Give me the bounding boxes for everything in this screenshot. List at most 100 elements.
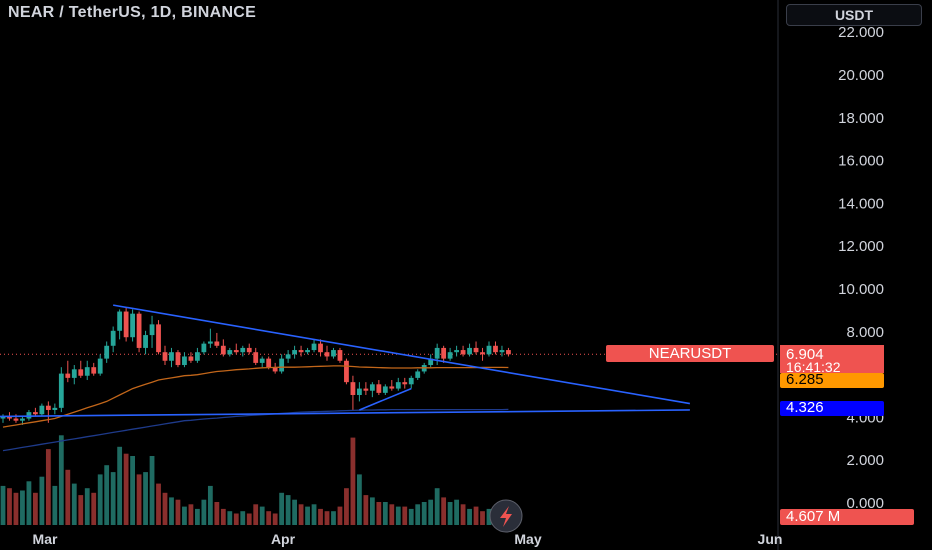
candle-body — [117, 311, 123, 331]
volume-bar — [408, 508, 414, 525]
volume-bar — [26, 481, 32, 525]
volume-bar — [357, 474, 362, 525]
candle-body — [33, 412, 38, 415]
candle-body — [369, 384, 375, 391]
candle-body — [0, 416, 6, 419]
volume-bar — [253, 504, 259, 525]
candle-body — [13, 418, 19, 421]
volume-bar — [84, 488, 90, 525]
y-tick-label: 10.000 — [838, 281, 884, 298]
candle-body — [344, 360, 349, 383]
volume-bar — [298, 504, 304, 525]
volume-bar — [201, 499, 207, 525]
trendline — [113, 304, 691, 405]
volume-bar — [182, 506, 187, 525]
volume-bar — [421, 502, 427, 525]
candle-body — [447, 352, 453, 359]
candle-body — [143, 335, 148, 348]
candle-body — [207, 341, 213, 344]
volume-label-bg — [780, 509, 914, 525]
y-tick-label: 12.000 — [838, 238, 884, 255]
volume-bar — [467, 508, 472, 525]
volume-bar — [292, 499, 297, 525]
candle-body — [285, 354, 291, 359]
symbol-label-bg — [606, 345, 774, 362]
volume-bar — [454, 499, 459, 525]
volume-bars — [0, 435, 511, 525]
volume-bar — [156, 483, 161, 525]
candle-body — [376, 384, 382, 393]
y-tick-label: 20.000 — [838, 67, 884, 84]
candle-body — [39, 405, 45, 415]
candle-body — [65, 373, 71, 378]
volume-bar — [434, 488, 440, 525]
candle-body — [78, 369, 84, 376]
volume-bar — [58, 435, 64, 525]
volume-bar — [447, 502, 453, 525]
y-tick-label: 16.000 — [838, 153, 884, 170]
volume-bar — [169, 497, 174, 525]
candle-body — [227, 350, 233, 355]
candle-body — [26, 412, 32, 419]
volume-bar — [45, 449, 51, 525]
candle-body — [156, 324, 161, 353]
last-price-value: 6.904 — [786, 346, 824, 363]
candle-body — [149, 324, 155, 336]
candle-body — [318, 343, 323, 353]
candle-body — [240, 347, 246, 353]
symbol-label: NEARUSDT — [649, 345, 732, 362]
volume-bar — [350, 437, 356, 525]
candle-body — [71, 369, 77, 378]
candle-body — [182, 356, 187, 366]
candle-body — [441, 347, 447, 359]
volume-bar — [13, 492, 19, 525]
y-tick-label: 18.000 — [838, 110, 884, 127]
volume-bar — [175, 499, 181, 525]
ma-value-label: 6.285 — [786, 371, 824, 388]
candle-body — [292, 350, 297, 355]
currency-button[interactable]: USDT — [786, 4, 922, 26]
candle-body — [136, 313, 142, 348]
volume-bar — [33, 492, 38, 525]
candle-body — [97, 358, 103, 374]
volume-bar — [480, 511, 485, 525]
candle-body — [402, 382, 408, 385]
candle-body — [20, 418, 25, 421]
volume-bar — [389, 504, 395, 525]
volume-bar — [266, 511, 272, 525]
x-tick-label: Apr — [271, 531, 296, 547]
volume-bar — [188, 504, 194, 525]
candle-body — [305, 350, 310, 353]
price-axis: 22.000 20.000 18.000 16.000 14.000 12.000 10.0… — [777, 0, 884, 550]
candle-body — [363, 388, 369, 391]
candle-body — [220, 345, 226, 355]
candles — [0, 307, 511, 425]
last-price-box — [780, 345, 884, 373]
ma-value-label-bg — [780, 373, 884, 388]
volume-bar — [363, 495, 369, 525]
volume-bar — [279, 492, 285, 525]
countdown-timer: 16:41:32 — [786, 359, 841, 375]
volume-bar — [123, 453, 129, 525]
volume-bar — [369, 497, 375, 525]
volume-bar — [246, 513, 252, 525]
moving-average-line — [2, 365, 509, 428]
y-tick-label: 0.000 — [846, 495, 884, 512]
volume-bar — [91, 492, 97, 525]
candle-body — [473, 347, 479, 353]
candle-body — [467, 347, 472, 355]
volume-bar — [130, 456, 135, 525]
x-tick-label: May — [514, 531, 541, 547]
candle-body — [493, 345, 498, 353]
volume-bar — [441, 497, 447, 525]
volume-bar — [240, 511, 246, 525]
long-moving-average-line — [2, 408, 509, 452]
volume-bar — [486, 508, 492, 525]
volume-bar — [428, 499, 434, 525]
candle-body — [233, 350, 239, 353]
candle-body — [246, 347, 252, 353]
candle-body — [395, 382, 401, 389]
volume-bar — [136, 474, 142, 525]
candle-body — [331, 350, 336, 357]
